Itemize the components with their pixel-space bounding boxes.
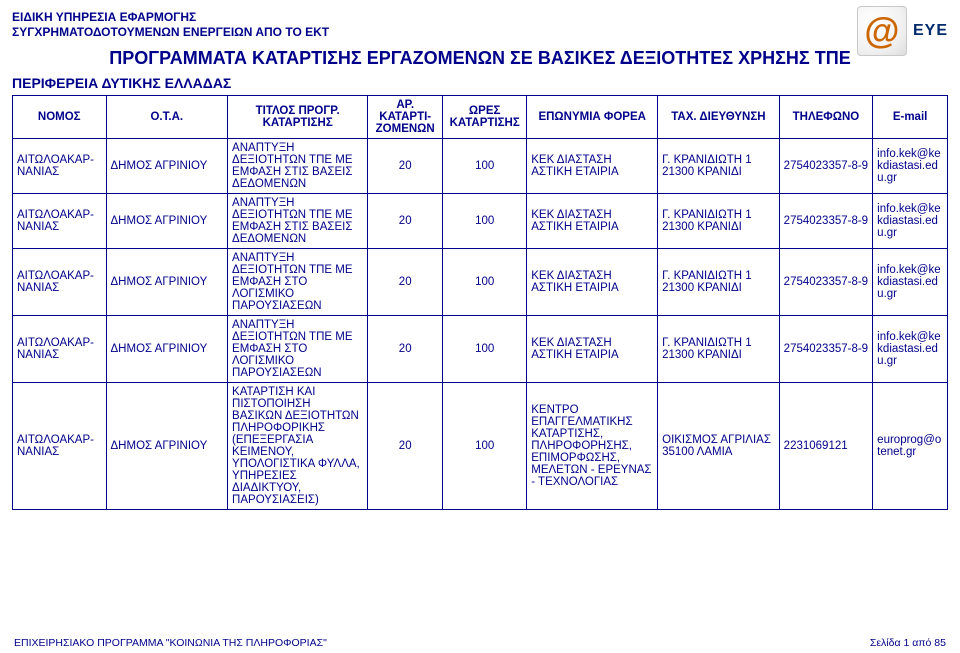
cell-ota: ΔΗΜΟΣ ΑΓΡΙΝΙΟΥ [106,194,228,249]
cell-title: ΚΑΤΑΡΤΙΣΗ ΚΑΙ ΠΙΣΤΟΠΟΙΗΣΗ ΒΑΣΙΚΩΝ ΔΕΞΙΟΤ… [228,383,368,510]
training-table: ΝΟΜΟΣΟ.Τ.Α.ΤΙΤΛΟΣ ΠΡΟΓΡ. ΚΑΤΑΡΤΙΣΗΣΑΡ. Κ… [12,95,948,510]
header-line-1: ΕΙΔΙΚΗ ΥΠΗΡΕΣΙΑ ΕΦΑΡΜΟΓΗΣ [12,10,948,25]
cell-number: 20 [368,194,443,249]
cell-email: info.kek@kekdiastasi.edu.gr [873,249,948,316]
cell-nomos: ΑΙΤΩΛΟΑΚΑΡ-ΝΑΝΙΑΣ [13,139,107,194]
cell-entity: ΚΕΚ ΔΙΑΣΤΑΣΗ ΑΣΤΙΚΗ ΕΤΑΙΡΙΑ [527,316,658,383]
cell-address: Γ. ΚΡΑΝΙΔΙΩΤΗ 1 21300 ΚΡΑΝΙΔΙ [658,139,780,194]
table-row: ΑΙΤΩΛΟΑΚΑΡ-ΝΑΝΙΑΣΔΗΜΟΣ ΑΓΡΙΝΙΟΥΚΑΤΑΡΤΙΣΗ… [13,383,948,510]
col-header-email: E-mail [873,96,948,139]
cell-number: 20 [368,249,443,316]
cell-hours: 100 [443,194,527,249]
header-logos: @ EYE [857,6,948,56]
cell-hours: 100 [443,383,527,510]
cell-number: 20 [368,139,443,194]
cell-entity: ΚΕΚ ΔΙΑΣΤΑΣΗ ΑΣΤΙΚΗ ΕΤΑΙΡΙΑ [527,194,658,249]
col-header-title: ΤΙΤΛΟΣ ΠΡΟΓΡ. ΚΑΤΑΡΤΙΣΗΣ [228,96,368,139]
table-header-row: ΝΟΜΟΣΟ.Τ.Α.ΤΙΤΛΟΣ ΠΡΟΓΡ. ΚΑΤΑΡΤΙΣΗΣΑΡ. Κ… [13,96,948,139]
at-symbol: @ [864,10,899,52]
table-row: ΑΙΤΩΛΟΑΚΑΡ-ΝΑΝΙΑΣΔΗΜΟΣ ΑΓΡΙΝΙΟΥΑΝΑΠΤΥΞΗ … [13,249,948,316]
cell-hours: 100 [443,139,527,194]
cell-email: info.kek@kekdiastasi.edu.gr [873,316,948,383]
cell-nomos: ΑΙΤΩΛΟΑΚΑΡ-ΝΑΝΙΑΣ [13,383,107,510]
cell-nomos: ΑΙΤΩΛΟΑΚΑΡ-ΝΑΝΙΑΣ [13,316,107,383]
cell-phone: 2754023357-8-9 [779,316,873,383]
eye-logo-text: EYE [913,23,948,39]
page-root: @ EYE ΕΙΔΙΚΗ ΥΠΗΡΕΣΙΑ ΕΦΑΡΜΟΓΗΣ ΣΥΓΧΡΗΜΑ… [0,0,960,653]
cell-title: ΑΝΑΠΤΥΞΗ ΔΕΞΙΟΤΗΤΩΝ ΤΠΕ ΜΕ ΕΜΦΑΣΗ ΣΤΟ ΛΟ… [228,249,368,316]
cell-email: europrog@otenet.gr [873,383,948,510]
table-head: ΝΟΜΟΣΟ.Τ.Α.ΤΙΤΛΟΣ ΠΡΟΓΡ. ΚΑΤΑΡΤΙΣΗΣΑΡ. Κ… [13,96,948,139]
cell-ota: ΔΗΜΟΣ ΑΓΡΙΝΙΟΥ [106,316,228,383]
cell-address: Γ. ΚΡΑΝΙΔΙΩΤΗ 1 21300 ΚΡΑΝΙΔΙ [658,249,780,316]
header-line-2: ΣΥΓΧΡΗΜΑΤΟΔΟΤΟΥΜΕΝΩΝ ΕΝΕΡΓΕΙΩΝ ΑΠΟ ΤΟ ΕΚ… [12,25,948,40]
cell-address: Γ. ΚΡΑΝΙΔΙΩΤΗ 1 21300 ΚΡΑΝΙΔΙ [658,194,780,249]
col-header-entity: ΕΠΩΝΥΜΙΑ ΦΟΡΕΑ [527,96,658,139]
table-row: ΑΙΤΩΛΟΑΚΑΡ-ΝΑΝΙΑΣΔΗΜΟΣ ΑΓΡΙΝΙΟΥΑΝΑΠΤΥΞΗ … [13,194,948,249]
cell-address: Γ. ΚΡΑΝΙΔΙΩΤΗ 1 21300 ΚΡΑΝΙΔΙ [658,316,780,383]
cell-phone: 2754023357-8-9 [779,249,873,316]
table-body: ΑΙΤΩΛΟΑΚΑΡ-ΝΑΝΙΑΣΔΗΜΟΣ ΑΓΡΙΝΙΟΥΑΝΑΠΤΥΞΗ … [13,139,948,510]
cell-entity: ΚΕΚ ΔΙΑΣΤΑΣΗ ΑΣΤΙΚΗ ΕΤΑΙΡΙΑ [527,139,658,194]
cell-ota: ΔΗΜΟΣ ΑΓΡΙΝΙΟΥ [106,249,228,316]
col-header-ota: Ο.Τ.Α. [106,96,228,139]
col-header-address: ΤΑΧ. ΔΙΕΥΘΥΝΣΗ [658,96,780,139]
cell-hours: 100 [443,316,527,383]
cell-number: 20 [368,316,443,383]
cell-email: info.kek@kekdiastasi.edu.gr [873,139,948,194]
eye-logo: EYE [913,23,948,39]
cell-entity: ΚΕΝΤΡΟ ΕΠΑΓΓΕΛΜΑΤΙΚΗΣ ΚΑΤΑΡΤΙΣΗΣ, ΠΛΗΡΟΦ… [527,383,658,510]
footer-right: Σελίδα 1 από 85 [870,637,946,649]
page-footer: ΕΠΙΧΕΙΡΗΣΙΑΚΟ ΠΡΟΓΡΑΜΜΑ "ΚΟΙΝΩΝΙΑ ΤΗΣ ΠΛ… [0,637,960,649]
cell-hours: 100 [443,249,527,316]
col-header-number: ΑΡ. ΚΑΤΑΡΤΙ-ΖΟΜΕΝΩΝ [368,96,443,139]
cell-title: ΑΝΑΠΤΥΞΗ ΔΕΞΙΟΤΗΤΩΝ ΤΠΕ ΜΕ ΕΜΦΑΣΗ ΣΤΙΣ Β… [228,194,368,249]
cell-phone: 2754023357-8-9 [779,194,873,249]
col-header-hours: ΩΡΕΣ ΚΑΤΑΡΤΙΣΗΣ [443,96,527,139]
cell-phone: 2231069121 [779,383,873,510]
region-label: ΠΕΡΙΦΕΡΕΙΑ ΔΥΤΙΚΗΣ ΕΛΛΑΔΑΣ [12,75,948,91]
cell-ota: ΔΗΜΟΣ ΑΓΡΙΝΙΟΥ [106,383,228,510]
cell-nomos: ΑΙΤΩΛΟΑΚΑΡ-ΝΑΝΙΑΣ [13,194,107,249]
cell-nomos: ΑΙΤΩΛΟΑΚΑΡ-ΝΑΝΙΑΣ [13,249,107,316]
col-header-phone: ΤΗΛΕΦΩΝΟ [779,96,873,139]
cell-number: 20 [368,383,443,510]
page-title: ΠΡΟΓΡΑΜΜΑΤΑ ΚΑΤΑΡΤΙΣΗΣ ΕΡΓΑΖΟΜΕΝΩΝ ΣΕ ΒΑ… [12,48,948,69]
cell-entity: ΚΕΚ ΔΙΑΣΤΑΣΗ ΑΣΤΙΚΗ ΕΤΑΙΡΙΑ [527,249,658,316]
cell-title: ΑΝΑΠΤΥΞΗ ΔΕΞΙΟΤΗΤΩΝ ΤΠΕ ΜΕ ΕΜΦΑΣΗ ΣΤΙΣ Β… [228,139,368,194]
cell-phone: 2754023357-8-9 [779,139,873,194]
cell-address: ΟΙΚΙΣΜΟΣ ΑΓΡΙΛΙΑΣ 35100 ΛΑΜΙΑ [658,383,780,510]
at-logo-icon: @ [857,6,907,56]
col-header-nomos: ΝΟΜΟΣ [13,96,107,139]
table-row: ΑΙΤΩΛΟΑΚΑΡ-ΝΑΝΙΑΣΔΗΜΟΣ ΑΓΡΙΝΙΟΥΑΝΑΠΤΥΞΗ … [13,139,948,194]
footer-left: ΕΠΙΧΕΙΡΗΣΙΑΚΟ ΠΡΟΓΡΑΜΜΑ "ΚΟΙΝΩΝΙΑ ΤΗΣ ΠΛ… [14,637,327,649]
cell-email: info.kek@kekdiastasi.edu.gr [873,194,948,249]
cell-title: ΑΝΑΠΤΥΞΗ ΔΕΞΙΟΤΗΤΩΝ ΤΠΕ ΜΕ ΕΜΦΑΣΗ ΣΤΟ ΛΟ… [228,316,368,383]
cell-ota: ΔΗΜΟΣ ΑΓΡΙΝΙΟΥ [106,139,228,194]
table-row: ΑΙΤΩΛΟΑΚΑΡ-ΝΑΝΙΑΣΔΗΜΟΣ ΑΓΡΙΝΙΟΥΑΝΑΠΤΥΞΗ … [13,316,948,383]
